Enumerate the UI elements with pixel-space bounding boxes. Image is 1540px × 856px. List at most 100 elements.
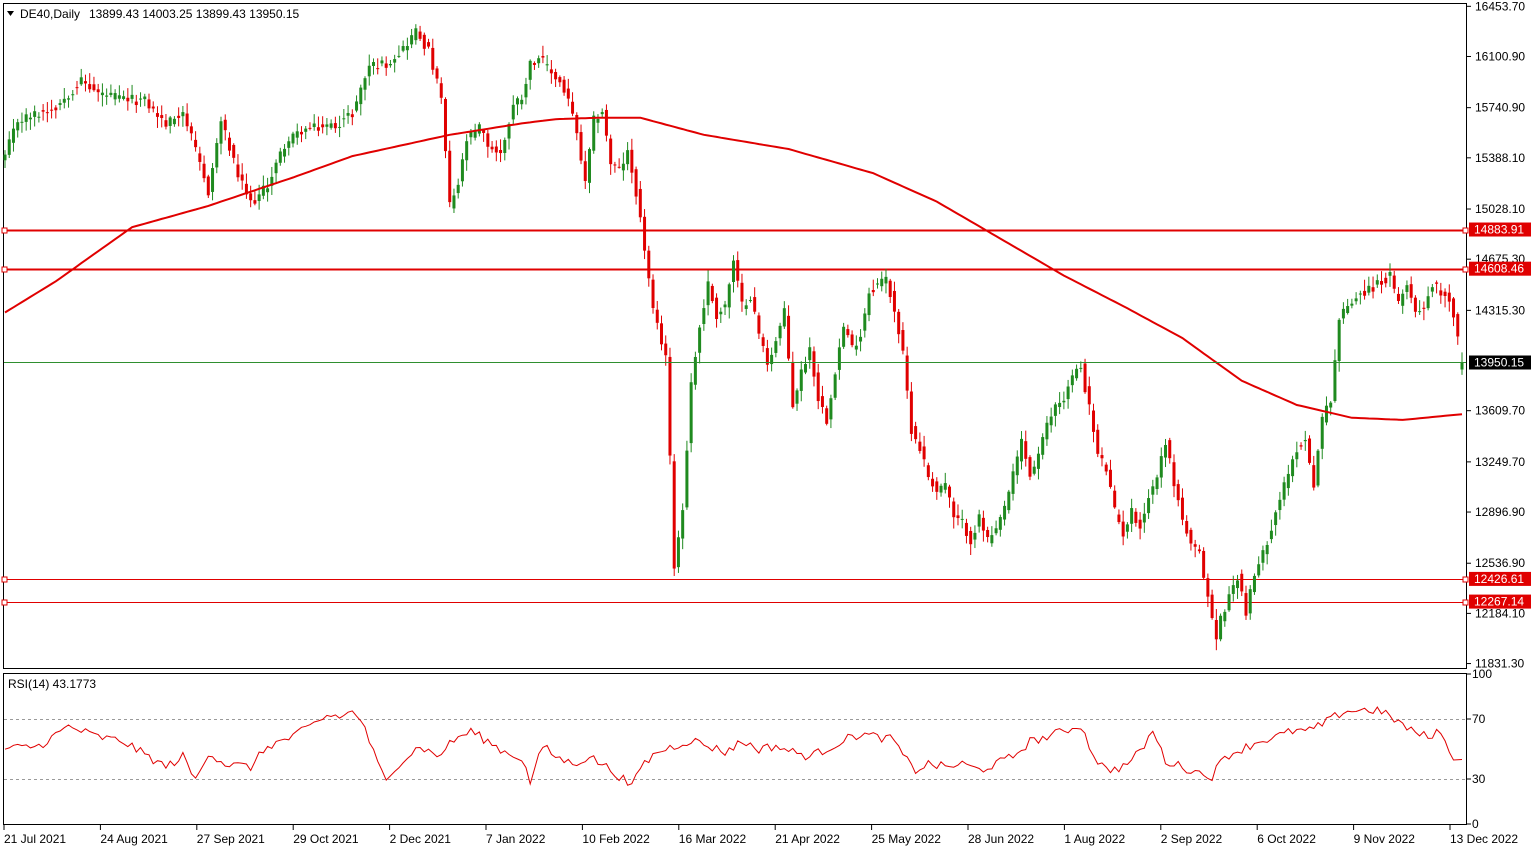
candle-body xyxy=(884,276,888,284)
level-handle-right[interactable] xyxy=(1462,576,1469,583)
candle-body xyxy=(702,308,706,325)
candle-body xyxy=(782,308,786,327)
candle-body xyxy=(909,391,913,434)
candle-body xyxy=(1028,457,1032,477)
candle-body xyxy=(494,146,498,153)
horizontal-levels[interactable] xyxy=(1,227,1469,606)
candle-body xyxy=(1261,550,1265,563)
candle-body xyxy=(1113,490,1117,508)
candle-body xyxy=(842,326,846,347)
level-handle-left[interactable] xyxy=(1,266,8,273)
level-price-label-box[interactable] xyxy=(1469,261,1531,276)
level-handle-left[interactable] xyxy=(1,599,8,606)
time-axis[interactable]: 21 Jul 2021 24 Aug 2021 27 Sep 2021 29 Oct … xyxy=(3,825,1518,846)
candle-body xyxy=(613,164,617,166)
candle-body xyxy=(562,79,566,93)
candle-body xyxy=(1159,456,1163,478)
level-handle-right[interactable] xyxy=(1462,266,1469,273)
date-tick-label: 9 Nov 2022 xyxy=(1354,832,1416,846)
candle-body xyxy=(931,478,935,487)
candle-body xyxy=(274,162,278,174)
candle-body xyxy=(854,345,858,350)
candle-body xyxy=(1439,290,1443,296)
candle-body xyxy=(1375,280,1379,285)
candle-body xyxy=(1346,306,1350,314)
rsi-line xyxy=(4,706,1463,786)
moving-average-line xyxy=(4,116,1463,421)
candle-body xyxy=(477,124,481,134)
candle-body xyxy=(867,293,871,316)
candle-body xyxy=(604,109,608,136)
price-tick-label: 11831.30 xyxy=(1475,657,1524,671)
candle-body xyxy=(1130,508,1134,524)
candle-body xyxy=(54,107,58,111)
candle-body xyxy=(439,83,443,98)
level-handle-left[interactable] xyxy=(1,576,8,583)
date-tick-label: 27 Sep 2021 xyxy=(197,832,265,846)
candle-body xyxy=(1388,272,1392,276)
candle-body xyxy=(1210,594,1214,619)
candle-body xyxy=(532,63,536,65)
price-tick-label: 13249.70 xyxy=(1475,455,1525,469)
candle-body xyxy=(1447,292,1451,302)
level-handle-right[interactable] xyxy=(1462,227,1469,234)
candle-body xyxy=(96,89,100,93)
candle-body xyxy=(83,81,87,84)
level-handle-right[interactable] xyxy=(1462,599,1469,606)
candle-body xyxy=(541,56,545,58)
candle-body xyxy=(626,150,630,165)
candle-body xyxy=(1409,284,1413,298)
price-axis[interactable]: 16453.70 16100.90 15740.90 15388.10 15028.10… xyxy=(1467,0,1531,671)
level-price-label-box[interactable] xyxy=(1469,571,1531,586)
candle-body xyxy=(418,31,422,39)
candle-body xyxy=(1197,549,1201,552)
candle-body xyxy=(1070,375,1074,386)
candle-body xyxy=(422,34,426,49)
candle-body xyxy=(1367,285,1371,293)
candle-body xyxy=(1100,455,1104,459)
candle-body xyxy=(181,112,185,117)
level-handle-left[interactable] xyxy=(1,227,8,234)
level-price-label: 14608.46 xyxy=(1474,262,1524,276)
candle-body xyxy=(918,441,922,451)
candle-body xyxy=(1426,296,1430,309)
candle-body xyxy=(859,336,863,342)
candle-body xyxy=(1121,521,1125,537)
candle-body xyxy=(964,522,968,536)
candle-body xyxy=(1096,429,1100,454)
candle-body xyxy=(503,139,507,154)
candle-body xyxy=(1231,585,1235,594)
candle-body xyxy=(761,337,765,346)
candle-body xyxy=(1003,505,1007,520)
candle-body xyxy=(1282,482,1286,500)
candle-body xyxy=(1350,303,1354,306)
candle-body xyxy=(177,115,181,118)
candle-body xyxy=(325,124,329,127)
candle-body xyxy=(249,193,253,201)
candle-body xyxy=(880,278,884,287)
candle-body xyxy=(515,98,519,105)
level-price-label-box[interactable] xyxy=(1469,222,1531,237)
candle-body xyxy=(892,290,896,312)
price-tick-label: 13609.70 xyxy=(1475,404,1525,418)
candle-body xyxy=(155,113,159,117)
candle-body xyxy=(384,63,388,68)
candle-body xyxy=(278,151,282,163)
date-tick-label: 10 Feb 2022 xyxy=(582,832,650,846)
dropdown-triangle-icon[interactable] xyxy=(7,11,14,16)
symbol-label[interactable]: DE40,Daily xyxy=(20,7,80,21)
candle-body xyxy=(922,446,926,460)
candle-body xyxy=(748,300,752,302)
candle-body xyxy=(1147,498,1151,514)
level-price-label-box[interactable] xyxy=(1469,594,1531,609)
candle-body xyxy=(659,323,663,345)
candle-body xyxy=(956,515,960,519)
candle-body xyxy=(744,305,748,309)
candle-body xyxy=(1269,530,1273,540)
candle-body xyxy=(973,532,977,540)
candle-body xyxy=(668,356,672,456)
candle-body xyxy=(414,28,418,41)
candle-body xyxy=(236,164,240,178)
